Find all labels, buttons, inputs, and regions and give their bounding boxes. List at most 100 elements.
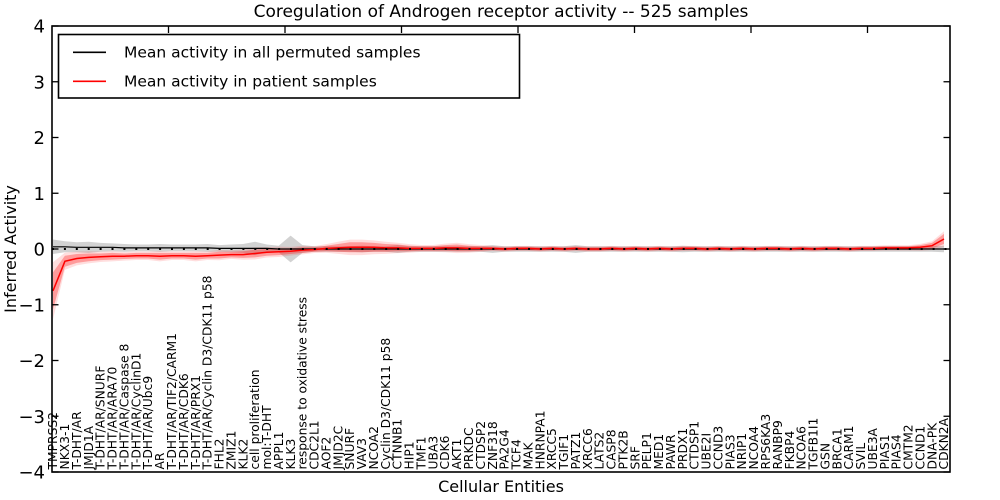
chart-title: Coregulation of Androgen receptor activi…	[254, 2, 749, 22]
category-label: LATS2	[593, 432, 607, 470]
category-label: PRKDC	[462, 427, 476, 469]
category-label: ZNF318	[486, 421, 500, 469]
category-label: NKX3-1	[58, 424, 72, 470]
category-label: HNRNPA1	[533, 410, 547, 469]
category-label: AR	[153, 452, 167, 469]
category-label: CARM1	[842, 426, 856, 470]
category-label: TMF1	[414, 436, 428, 470]
y-tick-label: −2	[18, 351, 45, 372]
category-labels: TMPRSS2NKX3-1T-DHT/ARJMJD1AT-DHT/AR/SNUR…	[46, 275, 951, 470]
category-label: CCND1	[913, 426, 927, 470]
category-label: TMPRSS2	[46, 412, 60, 471]
category-label: T-DHT/AR/SNURF	[94, 366, 108, 471]
category-label: PIAS1	[878, 434, 892, 469]
y-tick-label: −4	[18, 463, 45, 484]
y-tick-label: 0	[34, 240, 45, 261]
category-label: FHL2	[213, 439, 227, 470]
category-label: CTDSP1	[688, 421, 702, 470]
category-label: ZMIZ1	[224, 431, 238, 470]
category-label: KLK3	[284, 439, 298, 470]
category-label: T-DHT/AR/CyclinD1	[129, 353, 143, 471]
category-label: CCND3	[711, 426, 725, 470]
category-label: T-DHT/AR/PRX1	[189, 375, 203, 471]
legend-label-patient: Mean activity in patient samples	[124, 73, 377, 91]
category-label: cell proliferation	[248, 369, 262, 469]
category-label: PA2G4	[498, 429, 512, 469]
band-patient-inner	[53, 233, 944, 310]
category-label: PIAS4	[890, 434, 904, 469]
category-label: CDKN2A	[937, 417, 951, 469]
category-label: Cyclin D3/CDK11 p58	[379, 338, 393, 470]
y-tick-label: 2	[34, 128, 45, 149]
category-label: SVIL	[854, 443, 868, 470]
category-label: TCF4	[510, 439, 524, 470]
category-label: HIP1	[403, 441, 417, 469]
category-label: NCOA4	[747, 426, 761, 470]
x-axis-label: Cellular Entities	[438, 477, 564, 496]
category-label: PRDX1	[676, 428, 690, 470]
y-tick-labels: 4 3 2 1 0 −1 −2 −3 −4	[18, 17, 45, 484]
legend-label-permuted: Mean activity in all permuted samples	[124, 44, 421, 62]
category-label: response to oxidative stress	[296, 297, 310, 470]
category-label: T-DHT/AR/ARA70	[106, 367, 120, 471]
category-label: CTNNB1	[391, 419, 405, 470]
category-label: RPS6KA3	[759, 414, 773, 470]
legend: Mean activity in all permuted samples Me…	[57, 33, 521, 99]
category-label: NCOA2	[367, 426, 381, 469]
category-label: MED1	[652, 434, 666, 470]
category-label: JMJD1A	[82, 425, 96, 470]
category-label: PTK2B	[616, 430, 630, 469]
category-label: T-DHT/AR/Ubc9	[141, 376, 155, 471]
category-label: CDK6	[438, 435, 452, 469]
legend-box	[57, 33, 521, 99]
y-tick-label: −1	[18, 295, 45, 316]
y-tick-label: −3	[18, 407, 45, 428]
category-label: JMJD2C	[331, 426, 345, 471]
y-tick-label: 4	[34, 17, 45, 38]
category-label: T-DHT/AR/TIF2/CARM1	[165, 333, 179, 470]
category-label: PATZ1	[569, 432, 583, 470]
category-label: TGFB1I1	[807, 418, 821, 471]
category-label: CASP8	[605, 429, 619, 469]
confidence-bands	[53, 231, 944, 320]
category-label: APPL1	[272, 432, 286, 470]
category-label: XRCC6	[581, 428, 595, 470]
axis-ticks	[52, 25, 950, 473]
category-label: CDC2L1	[308, 420, 322, 469]
category-label: PELP1	[640, 432, 654, 469]
category-label: FKBP4	[783, 431, 797, 470]
category-label: TGIF1	[557, 434, 571, 471]
category-label: XRCC5	[545, 428, 559, 469]
category-label: RANBP9	[771, 420, 785, 469]
series-line-patient	[52, 238, 945, 292]
category-label: NRIP1	[735, 433, 749, 470]
category-label: PAWR	[664, 434, 678, 470]
category-label: UBE2I	[700, 433, 714, 470]
category-label: AKT1	[450, 439, 464, 470]
band-patient-outer	[53, 231, 944, 320]
y-tick-label: 1	[34, 184, 45, 205]
category-label: MAK	[521, 441, 535, 469]
category-label: SRF	[628, 446, 642, 469]
category-label: BRCA1	[830, 428, 844, 469]
category-label: CTDSP2	[474, 421, 488, 470]
y-tick-label: 3	[34, 72, 45, 93]
category-label: GSN	[818, 443, 832, 470]
category-label: DNA-PK	[925, 422, 939, 470]
series-lines	[52, 238, 945, 292]
category-label: CMTM2	[902, 424, 916, 469]
category-label: UBA3	[426, 436, 440, 470]
category-label: VAV3	[355, 438, 369, 470]
category-label: UBE3A	[866, 427, 880, 469]
category-label: SNURF	[343, 428, 357, 470]
category-label: T-DHT/AR/Caspase 8	[117, 344, 131, 471]
category-label: KLK2	[236, 439, 250, 470]
y-axis-label: Inferred Activity	[1, 185, 20, 313]
category-label: mol:T-DHT	[260, 405, 274, 470]
category-label: NCOA6	[795, 426, 809, 470]
category-label: T-DHT/AR	[70, 411, 84, 471]
category-label: PIAS3	[723, 434, 737, 469]
category-label: T-DHT/AR/Cyclin D3/CDK11 p58	[201, 275, 215, 470]
